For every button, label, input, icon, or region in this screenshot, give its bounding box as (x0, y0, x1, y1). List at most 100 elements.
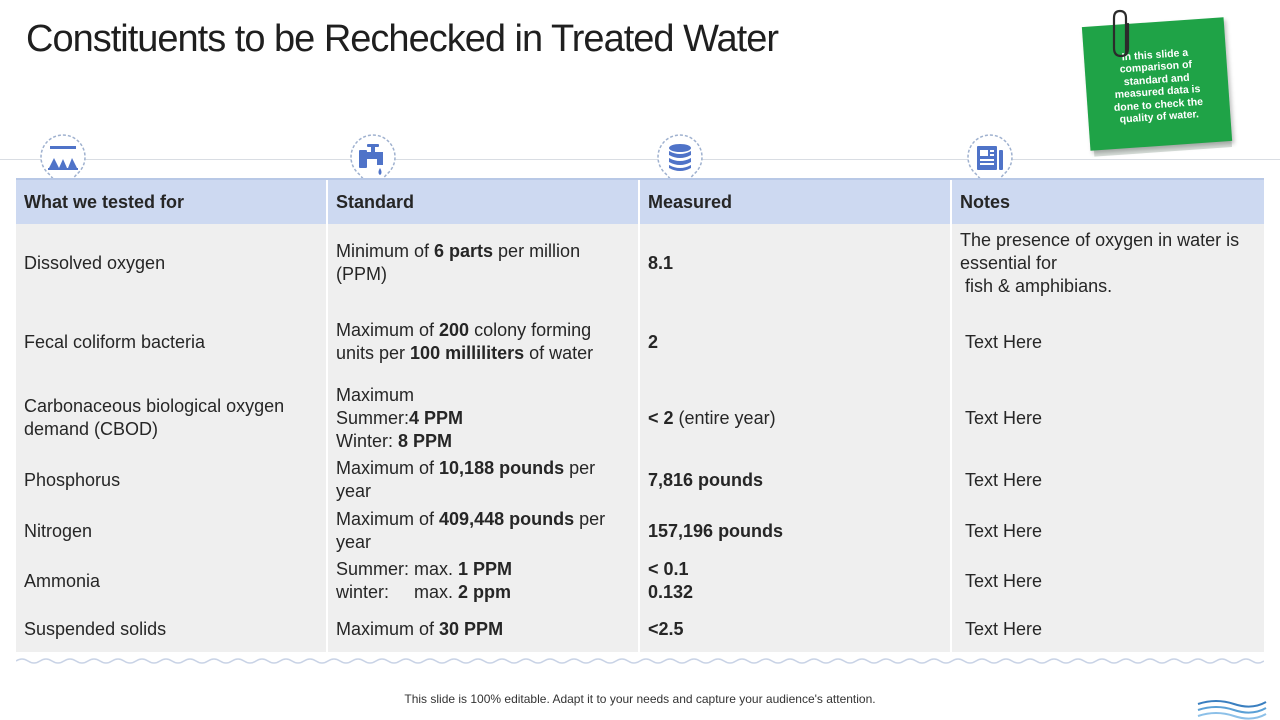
cell-line: year (336, 480, 595, 503)
cell-line: Nitrogen (24, 520, 93, 541)
plain-text: Winter: (336, 430, 399, 451)
cell-line: < 2 (entire year) (648, 407, 776, 430)
emphasis-text: 6 parts (434, 241, 494, 261)
cell-line: Summer:4 PPM (336, 407, 463, 430)
cell-line: Fecal coliform bacteria (24, 331, 206, 352)
cell-line: < 0.1 (648, 558, 693, 581)
cell-standard-content: Maximum of 30 PPM (336, 618, 503, 641)
cell-tested: Nitrogen (16, 506, 328, 556)
cell-line: Text Here (960, 570, 1043, 591)
cell-line: Maximum of 30 PPM (336, 618, 503, 641)
plain-text: per (564, 458, 596, 478)
cell-notes: Text Here (952, 454, 1264, 506)
table-header-row: What we tested for Standard Measured Not… (16, 178, 1264, 224)
emphasis-text: 7,816 pounds (648, 469, 764, 490)
table-row: Nitrogen Maximum of 409,448 pounds per yea… (16, 506, 1264, 556)
cell-notes-content: Text Here (960, 469, 1042, 492)
cell-tested-content: Phosphorus (24, 469, 120, 492)
cell-line: year (336, 531, 605, 554)
cell-line: <2.5 (648, 618, 684, 641)
cell-measured: < 2 (entire year) (640, 382, 952, 454)
cell-notes-content: Text Here (960, 570, 1042, 593)
cell-standard: Maximum Summer:4 PPM Winter: 8 PPM (328, 382, 640, 454)
cell-measured: 7,816 pounds (640, 454, 952, 506)
plain-text: year (336, 532, 372, 552)
plain-text: Summer: (336, 407, 410, 428)
emphasis-text: <2.5 (648, 618, 684, 639)
emphasis-text: 8 PPM (398, 430, 453, 451)
emphasis-text: 100 milliliters (410, 343, 525, 363)
plain-text: per million (493, 241, 581, 261)
cell-notes: Text Here (952, 506, 1264, 556)
emphasis-text: 2 ppm (458, 582, 512, 602)
cell-notes-content: Text Here (960, 618, 1042, 641)
cell-line: Suspended solids (24, 618, 167, 639)
cell-tested: Phosphorus (16, 454, 328, 506)
cell-notes: Text Here (952, 606, 1264, 652)
cell-measured-content: < 0.1 0.132 (648, 558, 693, 604)
cell-tested: Fecal coliform bacteria (16, 302, 328, 382)
table-row: Ammonia Summer: max. 1 PPM winter: max. 2 … (16, 556, 1264, 606)
table-row: Suspended solids Maximum of 30 PPM <2.5 Te… (16, 606, 1264, 652)
emphasis-text: 10,188 pounds (439, 458, 565, 478)
slide-title: Constituents to be Rechecked in Treated … (26, 18, 779, 60)
header-divider (0, 159, 1280, 160)
cell-notes: Text Here (952, 382, 1264, 454)
cell-line: Dissolved oxygen (24, 252, 166, 273)
column-header-measured: Measured (640, 180, 952, 224)
cell-line: 7,816 pounds (648, 469, 763, 492)
plain-text: (entire year) (673, 407, 776, 428)
cell-notes: Text Here (952, 302, 1264, 382)
cell-line: Phosphorus (24, 469, 121, 490)
emphasis-text: 8.1 (648, 252, 674, 273)
cell-notes-content: Text Here (960, 520, 1042, 543)
cell-line: Ammonia (24, 570, 101, 591)
wave-divider (16, 658, 1264, 664)
cell-tested: Carbonaceous biological oxygen demand (CB… (16, 382, 328, 454)
cell-measured-content: 2 (648, 331, 658, 354)
emphasis-text: 4 PPM (409, 407, 464, 428)
cell-tested-content: Dissolved oxygen (24, 252, 165, 275)
lab-flasks-icon (33, 128, 93, 194)
cell-line: Text Here (960, 331, 1043, 352)
cell-line: (PPM) (336, 263, 580, 286)
cell-line: units per 100 milliliters of water (336, 342, 593, 365)
plain-text: Minimum of (336, 241, 435, 261)
cell-tested: Dissolved oxygen (16, 224, 328, 302)
table-row: Dissolved oxygen Minimum of 6 parts per m… (16, 224, 1264, 302)
cell-measured-content: <2.5 (648, 618, 684, 641)
emphasis-text: 409,448 pounds (439, 509, 575, 529)
cell-standard: Minimum of 6 parts per million (PPM) (328, 224, 640, 302)
plain-text: Maximum of (336, 509, 440, 529)
cell-notes: Text Here (952, 556, 1264, 606)
cell-line: Maximum of 409,448 pounds per (336, 508, 605, 531)
plain-text: colony forming (469, 320, 592, 340)
cell-notes-content: The presence of oxygen in water is essent… (960, 229, 1239, 298)
plain-text: Maximum of (336, 320, 440, 340)
emphasis-text: < 2 (648, 407, 674, 428)
emphasis-text: 157,196 pounds (648, 520, 784, 541)
cell-standard-content: Minimum of 6 parts per million (PPM) (336, 240, 580, 286)
constituents-table: What we tested for Standard Measured Not… (16, 178, 1264, 652)
note-card-paper: In this slide a comparison of standard a… (1081, 17, 1233, 151)
cell-notes-content: Text Here (960, 407, 1042, 430)
plain-text: of water (524, 343, 594, 363)
cell-line: 2 (648, 331, 658, 354)
water-tap-icon (343, 128, 403, 194)
plain-text: year (336, 481, 372, 501)
cell-tested: Suspended solids (16, 606, 328, 652)
cell-measured-content: 7,816 pounds (648, 469, 763, 492)
cell-notes: The presence of oxygen in water is essent… (952, 224, 1264, 302)
cell-line: 8.1 (648, 252, 673, 275)
cell-line: fish & amphibians. (960, 275, 1113, 296)
cell-measured: < 0.1 0.132 (640, 556, 952, 606)
cell-line: Text Here (960, 407, 1043, 428)
cell-line: Maximum (336, 384, 463, 407)
column-header-standard: Standard (328, 180, 640, 224)
plain-text: Summer: max. (336, 559, 459, 579)
table-row: Fecal coliform bacteria Maximum of 200 co… (16, 302, 1264, 382)
note-card: In this slide a comparison of standard a… (1081, 8, 1242, 158)
cell-line: demand (CBOD) (24, 419, 159, 439)
emphasis-text: 2 (648, 331, 659, 352)
cell-line: winter: max. 2 ppm (336, 581, 512, 604)
